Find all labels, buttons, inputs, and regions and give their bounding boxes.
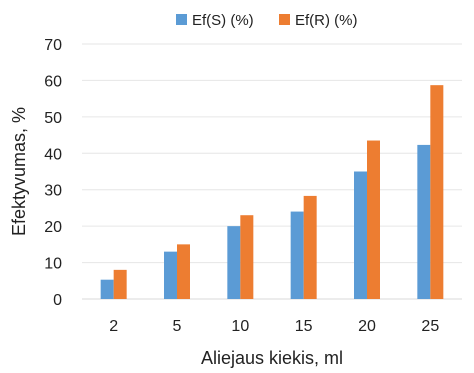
y-tick-label: 70 — [44, 37, 62, 54]
bar-ef-r-20 — [367, 140, 380, 299]
y-tick-label: 20 — [44, 219, 62, 236]
y-tick-label: 10 — [44, 256, 62, 273]
y-tick-label: 0 — [53, 292, 62, 309]
y-tick-label: 40 — [44, 146, 62, 163]
x-tick-label: 15 — [295, 318, 313, 335]
bar-ef-r-15 — [303, 195, 317, 299]
bar-ef-r-10 — [240, 215, 254, 299]
bar-ef-r-5 — [177, 244, 190, 299]
x-tick-label: 20 — [358, 318, 376, 335]
x-tick-label: 10 — [231, 318, 249, 335]
legend-label-ef-r: Ef(R) (%) — [295, 12, 358, 29]
bar-ef-s-2 — [100, 279, 114, 299]
legend: Ef(S) (%) Ef(R) (%) — [176, 12, 358, 29]
x-axis-title: Aliejaus kiekis, ml — [201, 348, 343, 368]
legend-swatch-ef-r — [279, 14, 290, 25]
x-tick-label: 5 — [173, 318, 182, 335]
bar-ef-r-25 — [430, 85, 444, 300]
bar-ef-s-20 — [354, 171, 367, 299]
bar-ef-s-5 — [164, 251, 177, 299]
y-tick-label: 60 — [44, 73, 62, 90]
x-tick-label: 2 — [109, 318, 118, 335]
y-axis-title: Efektyvumas, % — [9, 107, 29, 236]
bar-ef-s-25 — [417, 144, 431, 299]
gridlines — [82, 43, 462, 300]
legend-label-ef-s: Ef(S) (%) — [192, 12, 254, 29]
y-tick-label: 30 — [44, 183, 62, 200]
y-tick-label: 50 — [44, 110, 62, 127]
bar-ef-s-15 — [290, 211, 304, 299]
y-tick-labels: 0 10 20 30 40 50 60 70 — [44, 37, 62, 309]
bars — [100, 85, 444, 300]
legend-swatch-ef-s — [176, 14, 187, 25]
bar-ef-r-2 — [113, 269, 127, 299]
x-tick-label: 25 — [421, 318, 439, 335]
bar-ef-s-10 — [227, 226, 241, 299]
x-tick-labels: 2 5 10 15 20 25 — [109, 318, 439, 335]
